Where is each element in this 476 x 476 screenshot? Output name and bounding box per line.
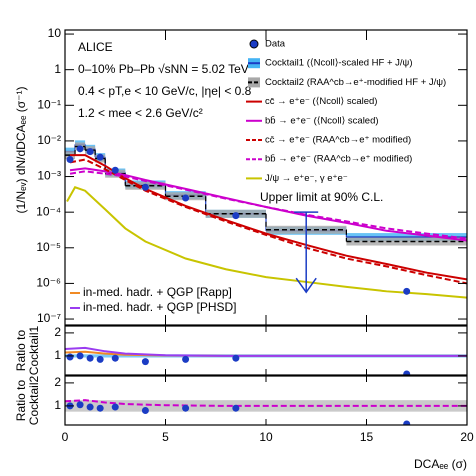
curve	[70, 154, 467, 281]
y-tick-label: 10⁻⁴	[36, 204, 61, 218]
annotation: 0.4 < pT,e < 10 GeV/c, |ηe| < 0.8	[78, 84, 252, 98]
legend-note: Upper limit at 90% C.L.	[260, 190, 383, 204]
data-point	[111, 354, 119, 362]
data-point	[76, 352, 84, 360]
plot-area	[65, 140, 467, 299]
legend-symbol	[249, 39, 259, 49]
legend-label: J/ψ → e⁺e⁻, γ e⁺e⁻	[265, 173, 348, 184]
data-point	[141, 407, 149, 415]
y-tick-label: 10⁻⁷	[37, 311, 61, 325]
y-axis-label: Cocktail2	[27, 376, 41, 426]
data-point	[66, 353, 74, 361]
legend-label: cc̄ → e⁺e⁻ (RAA^cb→e⁺ modified)	[265, 135, 411, 146]
data-point	[111, 403, 119, 411]
legend-label: bb̄ → e⁺e⁻ (RAA^cb→e⁺ modified)	[265, 154, 412, 165]
plot-area	[65, 346, 467, 375]
legend-label: in-med. hadr. + QGP [PHSD]	[83, 300, 237, 314]
y-tick-label: 10⁻⁶	[36, 276, 61, 290]
y-tick-label: 10⁻²	[37, 133, 61, 147]
data-point	[403, 287, 411, 295]
y-axis-label: Ratio to	[14, 329, 28, 371]
curve	[65, 346, 467, 357]
data-point	[182, 194, 190, 202]
annotation: ALICE	[78, 40, 113, 54]
y-tick-label: 1	[54, 398, 61, 412]
data-point	[182, 355, 190, 363]
x-tick-label: 15	[360, 430, 374, 444]
data-point	[141, 358, 149, 366]
data-point	[182, 404, 190, 412]
y-tick-label: 10⁻⁵	[36, 240, 61, 254]
y-axis-label: (1/Nₑᵥ) dN/dDCAₑₑ (σ⁻¹)	[14, 87, 28, 214]
data-point	[76, 145, 84, 153]
curve	[66, 186, 467, 299]
legend-label: Data	[265, 39, 286, 50]
upper-limit-arrow	[295, 277, 317, 294]
x-tick-label: 10	[259, 430, 273, 444]
data-point	[86, 403, 94, 411]
legend-label: cc̄ → e⁺e⁻ (⟨Ncoll⟩ scaled)	[265, 96, 377, 107]
data-point	[96, 153, 104, 161]
y-tick-label: 10⁻³	[37, 169, 61, 183]
data-point	[232, 212, 240, 220]
y-tick-label: 1	[54, 62, 61, 76]
data-point	[232, 404, 240, 412]
data-point	[96, 355, 104, 363]
y-axis-label: Cocktail1	[27, 326, 41, 376]
y-tick-label: 10	[48, 26, 62, 40]
y-tick-label: 1	[54, 348, 61, 362]
curve	[69, 170, 467, 240]
data-point	[403, 420, 411, 425]
annotation: 0–10% Pb–Pb √sNN = 5.02 TeV	[78, 62, 249, 76]
data-point	[66, 156, 74, 164]
y-tick-label: 2	[54, 325, 61, 339]
data-point	[86, 354, 94, 362]
curve	[69, 158, 467, 285]
frame	[64, 325, 468, 376]
x-axis-label: DCAₑₑ (σ)	[414, 457, 467, 471]
x-tick-label: 20	[460, 430, 474, 444]
x-tick-label: 5	[162, 430, 169, 444]
curve	[65, 399, 467, 407]
data-point	[403, 370, 411, 375]
legend-label: Cocktail2 (RAA^cb→e⁺-modified HF + J/ψ)	[265, 77, 446, 88]
legend-label: Cocktail1 (⟨Ncoll⟩-scaled HF + J/ψ)	[265, 58, 412, 69]
x-tick-label: 0	[62, 430, 69, 444]
data-point	[111, 166, 119, 174]
data-point	[86, 148, 94, 156]
y-axis-label: Ratio to	[14, 379, 28, 421]
annotation: 1.2 < mee < 2.6 GeV/c²	[78, 106, 203, 120]
data-point	[141, 183, 149, 191]
y-tick-label: 10⁻¹	[37, 97, 61, 111]
data-point	[96, 404, 104, 412]
data-point	[76, 401, 84, 409]
data-point	[232, 354, 240, 362]
legend-label: bb̄ → e⁺e⁻ (⟨Ncoll⟩ scaled)	[265, 115, 379, 126]
y-tick-label: 2	[54, 375, 61, 389]
legend-label: in-med. hadr. + QGP [Rapp]	[83, 285, 232, 299]
